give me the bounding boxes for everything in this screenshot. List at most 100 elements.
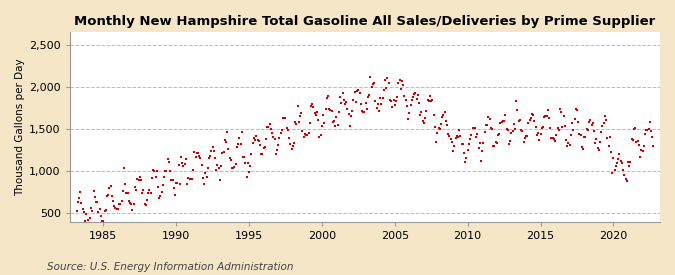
Point — [101, 194, 112, 199]
Point — [455, 133, 466, 138]
Point — [267, 130, 277, 135]
Point — [212, 163, 223, 167]
Point — [190, 155, 201, 160]
Point — [257, 152, 268, 156]
Point — [570, 107, 581, 112]
Point — [72, 209, 82, 213]
Point — [312, 110, 323, 114]
Point — [269, 137, 280, 141]
Point — [188, 168, 198, 172]
Point — [612, 161, 622, 165]
Point — [539, 114, 549, 119]
Point — [373, 109, 384, 113]
Point — [517, 129, 528, 133]
Point — [89, 195, 100, 200]
Point — [341, 99, 352, 104]
Point — [507, 129, 518, 134]
Point — [545, 125, 556, 130]
Point — [389, 103, 400, 107]
Point — [110, 205, 121, 210]
Point — [331, 115, 342, 120]
Point — [494, 131, 505, 136]
Point — [225, 158, 236, 163]
Point — [245, 163, 256, 168]
Point — [132, 177, 142, 181]
Point — [253, 139, 264, 143]
Point — [324, 107, 335, 112]
Point — [418, 121, 429, 125]
Point — [352, 89, 362, 94]
Point — [209, 149, 219, 153]
Point — [397, 79, 408, 83]
Point — [92, 200, 103, 204]
Point — [356, 109, 367, 113]
Point — [330, 123, 341, 128]
Point — [466, 133, 477, 137]
Point — [342, 107, 353, 112]
Point — [80, 219, 90, 224]
Point — [589, 129, 599, 133]
Point — [449, 143, 460, 148]
Point — [497, 119, 508, 123]
Point — [221, 140, 232, 145]
Point — [370, 99, 381, 103]
Point — [154, 196, 165, 201]
Point — [172, 181, 183, 185]
Point — [360, 101, 371, 105]
Point — [609, 168, 620, 172]
Point — [648, 143, 659, 148]
Point — [107, 194, 117, 198]
Point — [398, 83, 408, 87]
Point — [487, 127, 497, 132]
Point — [458, 150, 469, 155]
Point — [516, 128, 526, 132]
Point — [325, 108, 336, 112]
Point — [315, 133, 326, 138]
Point — [294, 120, 304, 124]
Point — [393, 81, 404, 85]
Point — [211, 167, 221, 172]
Point — [136, 178, 146, 182]
Point — [90, 199, 101, 204]
Point — [302, 133, 313, 137]
Point — [297, 129, 308, 133]
Point — [607, 171, 618, 175]
Point — [358, 110, 369, 115]
Point — [394, 78, 405, 82]
Point — [641, 127, 651, 132]
Point — [434, 127, 445, 131]
Point — [200, 171, 211, 176]
Point — [597, 124, 608, 128]
Point — [433, 126, 444, 130]
Point — [207, 145, 218, 149]
Point — [216, 164, 227, 168]
Point — [145, 191, 156, 196]
Point — [308, 105, 319, 109]
Point — [488, 144, 499, 148]
Point — [326, 109, 337, 114]
Point — [184, 177, 195, 181]
Point — [619, 172, 630, 177]
Point — [138, 188, 148, 193]
Point — [628, 127, 639, 131]
Point — [292, 104, 303, 109]
Point — [344, 123, 355, 128]
Point — [303, 131, 314, 136]
Point — [412, 93, 423, 97]
Point — [195, 156, 206, 161]
Point — [128, 201, 139, 206]
Point — [307, 102, 318, 106]
Point — [489, 144, 500, 148]
Point — [512, 108, 523, 113]
Point — [222, 130, 233, 134]
Point — [583, 128, 593, 132]
Point — [274, 136, 285, 140]
Point — [586, 122, 597, 127]
Point — [240, 161, 251, 165]
Point — [340, 101, 350, 106]
Point — [182, 182, 192, 186]
Point — [230, 161, 241, 166]
Point — [441, 122, 452, 127]
Point — [149, 169, 160, 173]
Point — [373, 101, 383, 106]
